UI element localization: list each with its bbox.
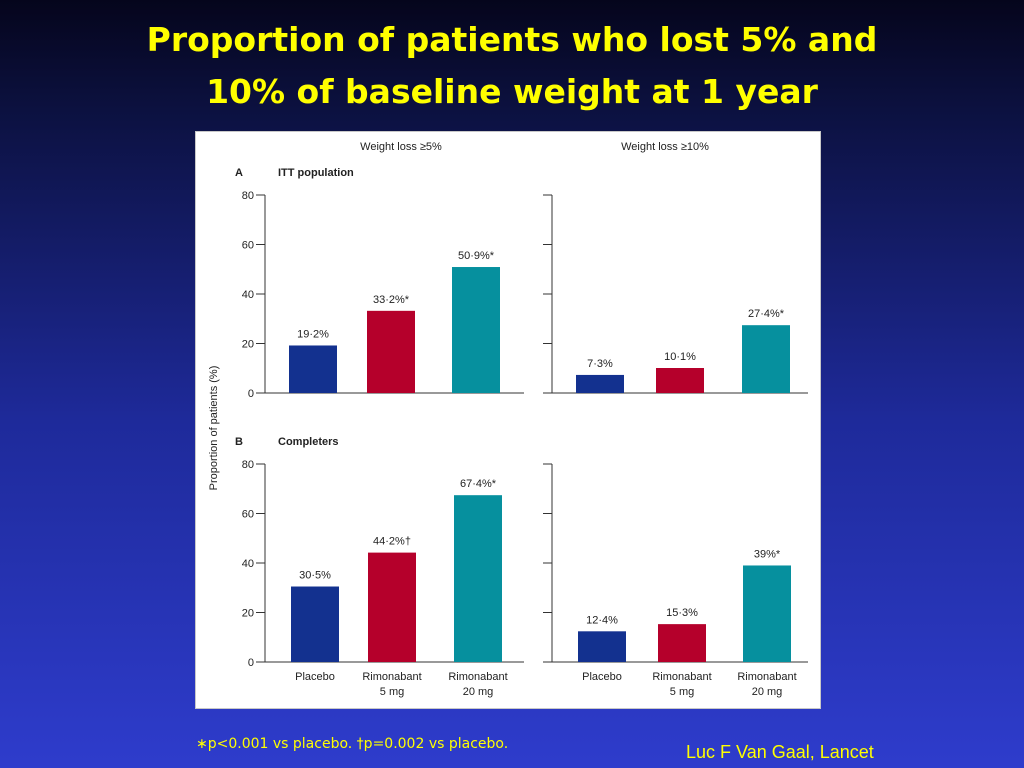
bar-3	[742, 325, 790, 393]
panel-a-label: ITT population	[278, 167, 354, 179]
y-tick-label: 60	[242, 509, 254, 521]
bar-value-label: 50·9%*	[458, 250, 495, 262]
category-label: 20 mg	[463, 686, 494, 698]
bar-chart-figure: Weight loss ≥5% Weight loss ≥10% A ITT p…	[195, 131, 821, 709]
y-tick-label: 80	[242, 190, 254, 202]
bar-value-label: 30·5%	[299, 570, 331, 582]
category-label: Placebo	[295, 671, 335, 683]
bar-value-label: 15·3%	[666, 607, 698, 619]
y-tick-label: 40	[242, 289, 254, 301]
bar-3	[454, 495, 502, 662]
bar-2	[658, 624, 706, 662]
category-label: Rimonabant	[448, 671, 507, 683]
bar-1	[576, 374, 624, 393]
chart-panel-1: 0 20 40 60 80 19·2% 33·2%* 50·9%*	[242, 190, 524, 400]
significance-footnote: ∗p<0.001 vs placebo. †p=0.002 vs placebo…	[196, 736, 509, 752]
bar-1	[578, 631, 626, 662]
bar-value-label: 7·3%	[587, 358, 613, 370]
category-label: Rimonabant	[362, 671, 421, 683]
slide-title: Proportion of patients who lost 5% and 1…	[0, 14, 1024, 118]
bar-1	[291, 586, 339, 662]
y-tick-label: 0	[248, 657, 254, 669]
bar-value-label: 33·2%*	[373, 294, 410, 306]
slide-title-line-2: 10% of baseline weight at 1 year	[206, 72, 818, 111]
chart-panel-3: 0 20 40 60 80 30·5% Placebo 44·2%† Rimonabant 5 m…	[242, 459, 524, 698]
bar-value-label: 27·4%*	[748, 308, 785, 320]
column-header-5pct: Weight loss ≥5%	[360, 141, 442, 153]
chart-canvas: Weight loss ≥5% Weight loss ≥10% A ITT p…	[208, 141, 808, 698]
chart-panel-4: 12·4% Placebo 15·3% Rimonabant 5 mg 39%* Rimon…	[543, 463, 808, 698]
panel-b-label: Completers	[278, 436, 339, 448]
bar-1	[289, 345, 337, 393]
chart-panels: 0 20 40 60 80 19·2% 33·2%* 50·9%* 7·3% 10·1% 27·4%…	[242, 190, 808, 698]
category-label: Rimonabant	[737, 671, 796, 683]
column-header-10pct: Weight loss ≥10%	[621, 141, 709, 153]
bar-value-label: 44·2%†	[373, 536, 411, 548]
y-tick-label: 60	[242, 240, 254, 252]
bar-value-label: 67·4%*	[460, 478, 497, 490]
y-tick-label: 80	[242, 459, 254, 471]
bar-2	[656, 368, 704, 393]
category-label: Placebo	[582, 671, 622, 683]
category-label: 5 mg	[380, 686, 404, 698]
bar-3	[452, 267, 500, 393]
slide-title-line-1: Proportion of patients who lost 5% and	[146, 20, 878, 59]
panel-a-letter: A	[235, 167, 243, 179]
y-tick-label: 20	[242, 339, 254, 351]
bar-value-label: 39%*	[754, 548, 781, 560]
bar-2	[368, 552, 416, 662]
chart-panel-2: 7·3% 10·1% 27·4%*	[543, 194, 808, 394]
y-axis-label: Proportion of patients (%)	[208, 366, 220, 491]
bar-3	[743, 565, 791, 662]
y-tick-label: 40	[242, 558, 254, 570]
bar-value-label: 19·2%	[297, 328, 329, 340]
y-tick-label: 0	[248, 388, 254, 400]
category-label: 20 mg	[752, 686, 783, 698]
category-label: 5 mg	[670, 686, 694, 698]
y-tick-label: 20	[242, 608, 254, 620]
panel-b-letter: B	[235, 436, 243, 448]
category-label: Rimonabant	[652, 671, 711, 683]
bar-value-label: 10·1%	[664, 351, 696, 363]
citation: Luc F Van Gaal, Lancet	[686, 742, 874, 762]
bar-value-label: 12·4%	[586, 614, 618, 626]
bar-2	[367, 310, 415, 393]
